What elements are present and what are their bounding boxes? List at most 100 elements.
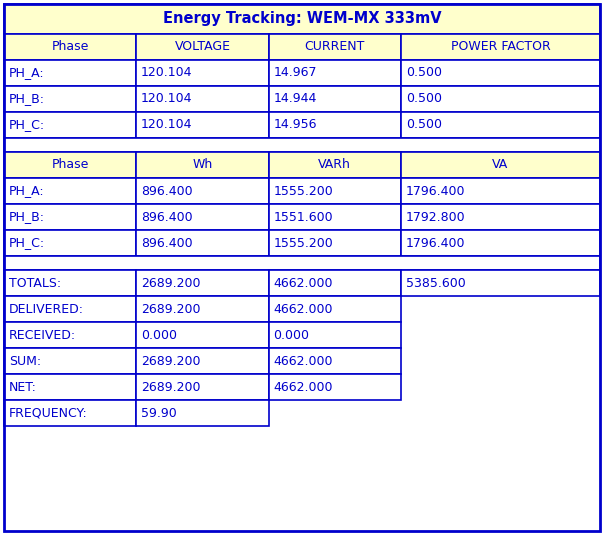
Bar [4, 34, 137, 60]
Text: Energy Tracking: WEM-MX 333mV: Energy Tracking: WEM-MX 333mV [162, 11, 442, 27]
Text: CURRENT: CURRENT [304, 41, 365, 54]
Bar [4, 112, 137, 138]
Bar [401, 112, 600, 138]
Text: 896.400: 896.400 [141, 236, 193, 249]
Text: RECEIVED:: RECEIVED: [9, 328, 76, 341]
Text: Wh: Wh [192, 158, 213, 172]
Text: VARh: VARh [318, 158, 351, 172]
Text: 0.500: 0.500 [406, 118, 442, 132]
Bar [269, 112, 401, 138]
Bar [4, 374, 137, 400]
Bar [4, 60, 137, 86]
Text: PH_B:: PH_B: [9, 210, 45, 224]
Bar [269, 60, 401, 86]
Text: SUM:: SUM: [9, 355, 41, 368]
Bar [401, 230, 600, 256]
Text: PH_B:: PH_B: [9, 93, 45, 105]
Text: 0.500: 0.500 [406, 66, 442, 80]
Bar [4, 400, 137, 426]
Bar [401, 60, 600, 86]
Bar [137, 230, 269, 256]
Bar [401, 34, 600, 60]
Text: 14.967: 14.967 [274, 66, 317, 80]
Text: 0.500: 0.500 [406, 93, 442, 105]
Text: 4662.000: 4662.000 [274, 355, 333, 368]
Bar [137, 204, 269, 230]
Bar [137, 112, 269, 138]
Bar [137, 374, 269, 400]
Text: Phase: Phase [51, 41, 89, 54]
Bar [401, 152, 600, 178]
Bar [137, 270, 269, 296]
Text: 120.104: 120.104 [141, 118, 193, 132]
Bar [4, 4, 600, 34]
Bar [4, 152, 137, 178]
Text: 896.400: 896.400 [141, 185, 193, 197]
Bar [4, 296, 137, 322]
Bar [137, 152, 269, 178]
Text: 5385.600: 5385.600 [406, 277, 466, 289]
Bar [4, 270, 137, 296]
Text: 0.000: 0.000 [141, 328, 177, 341]
Bar [269, 270, 401, 296]
Text: 4662.000: 4662.000 [274, 380, 333, 394]
Bar [4, 204, 137, 230]
Bar [269, 204, 401, 230]
Bar [137, 400, 269, 426]
Bar [137, 322, 269, 348]
Bar [269, 296, 401, 322]
Bar [4, 230, 137, 256]
Text: VOLTAGE: VOLTAGE [175, 41, 231, 54]
Bar [137, 60, 269, 86]
Text: PH_A:: PH_A: [9, 66, 45, 80]
Bar [4, 322, 137, 348]
Bar [4, 86, 137, 112]
Text: POWER FACTOR: POWER FACTOR [451, 41, 550, 54]
Text: 120.104: 120.104 [141, 93, 193, 105]
Bar [4, 138, 600, 152]
Bar [4, 178, 137, 204]
Bar [269, 322, 401, 348]
Text: 59.90: 59.90 [141, 407, 177, 419]
Text: TOTALS:: TOTALS: [9, 277, 61, 289]
Bar [137, 296, 269, 322]
Text: 1555.200: 1555.200 [274, 236, 333, 249]
Bar [401, 178, 600, 204]
Bar [269, 34, 401, 60]
Text: Phase: Phase [51, 158, 89, 172]
Text: 2689.200: 2689.200 [141, 355, 201, 368]
Text: 1796.400: 1796.400 [406, 185, 465, 197]
Bar [137, 348, 269, 374]
Text: 1792.800: 1792.800 [406, 210, 466, 224]
Text: PH_A:: PH_A: [9, 185, 45, 197]
Text: 2689.200: 2689.200 [141, 277, 201, 289]
Bar [269, 348, 401, 374]
Text: 2689.200: 2689.200 [141, 380, 201, 394]
Text: 4662.000: 4662.000 [274, 302, 333, 316]
Text: 1796.400: 1796.400 [406, 236, 465, 249]
Text: 1555.200: 1555.200 [274, 185, 333, 197]
Text: 2689.200: 2689.200 [141, 302, 201, 316]
Text: DELIVERED:: DELIVERED: [9, 302, 84, 316]
Bar [269, 374, 401, 400]
Text: NET:: NET: [9, 380, 37, 394]
Bar [137, 178, 269, 204]
Bar [4, 348, 137, 374]
Text: 14.944: 14.944 [274, 93, 317, 105]
Bar [137, 34, 269, 60]
Text: 0.000: 0.000 [274, 328, 309, 341]
Text: 120.104: 120.104 [141, 66, 193, 80]
Bar [269, 178, 401, 204]
Bar [269, 86, 401, 112]
Bar [269, 230, 401, 256]
Bar [401, 270, 600, 296]
Text: PH_C:: PH_C: [9, 236, 45, 249]
Text: 896.400: 896.400 [141, 210, 193, 224]
Text: 14.956: 14.956 [274, 118, 317, 132]
Bar [401, 204, 600, 230]
Text: PH_C:: PH_C: [9, 118, 45, 132]
Bar [269, 152, 401, 178]
Text: VA: VA [492, 158, 509, 172]
Text: FREQUENCY:: FREQUENCY: [9, 407, 88, 419]
Bar [4, 256, 600, 270]
